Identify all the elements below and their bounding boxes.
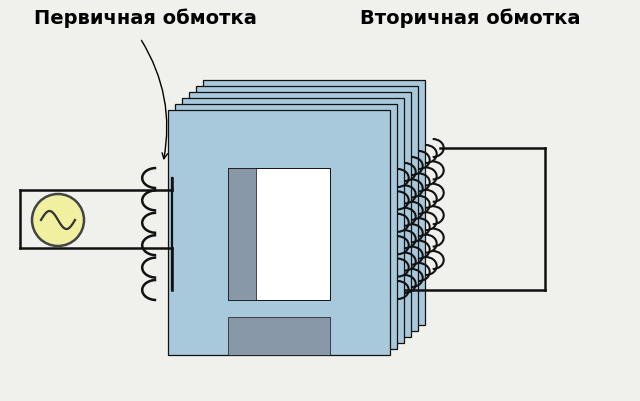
- Polygon shape: [228, 317, 330, 355]
- Text: Вторичная обмотка: Вторичная обмотка: [360, 8, 580, 28]
- Polygon shape: [189, 92, 411, 337]
- Polygon shape: [249, 150, 351, 282]
- Polygon shape: [256, 144, 358, 276]
- Polygon shape: [249, 150, 277, 282]
- Polygon shape: [249, 299, 351, 337]
- Polygon shape: [175, 104, 397, 349]
- Polygon shape: [256, 144, 284, 276]
- Polygon shape: [182, 98, 404, 343]
- Polygon shape: [263, 138, 365, 270]
- Polygon shape: [263, 138, 291, 270]
- Polygon shape: [228, 168, 330, 300]
- Polygon shape: [263, 287, 365, 325]
- Polygon shape: [235, 162, 263, 294]
- Polygon shape: [242, 305, 344, 343]
- Text: Первичная обмотка: Первичная обмотка: [33, 8, 257, 28]
- Polygon shape: [203, 80, 425, 325]
- Polygon shape: [235, 311, 337, 349]
- Polygon shape: [242, 156, 344, 288]
- Polygon shape: [168, 110, 390, 355]
- Circle shape: [32, 194, 84, 246]
- Polygon shape: [228, 168, 256, 300]
- Polygon shape: [256, 293, 358, 331]
- Polygon shape: [242, 156, 270, 288]
- Polygon shape: [235, 162, 337, 294]
- Polygon shape: [196, 86, 418, 331]
